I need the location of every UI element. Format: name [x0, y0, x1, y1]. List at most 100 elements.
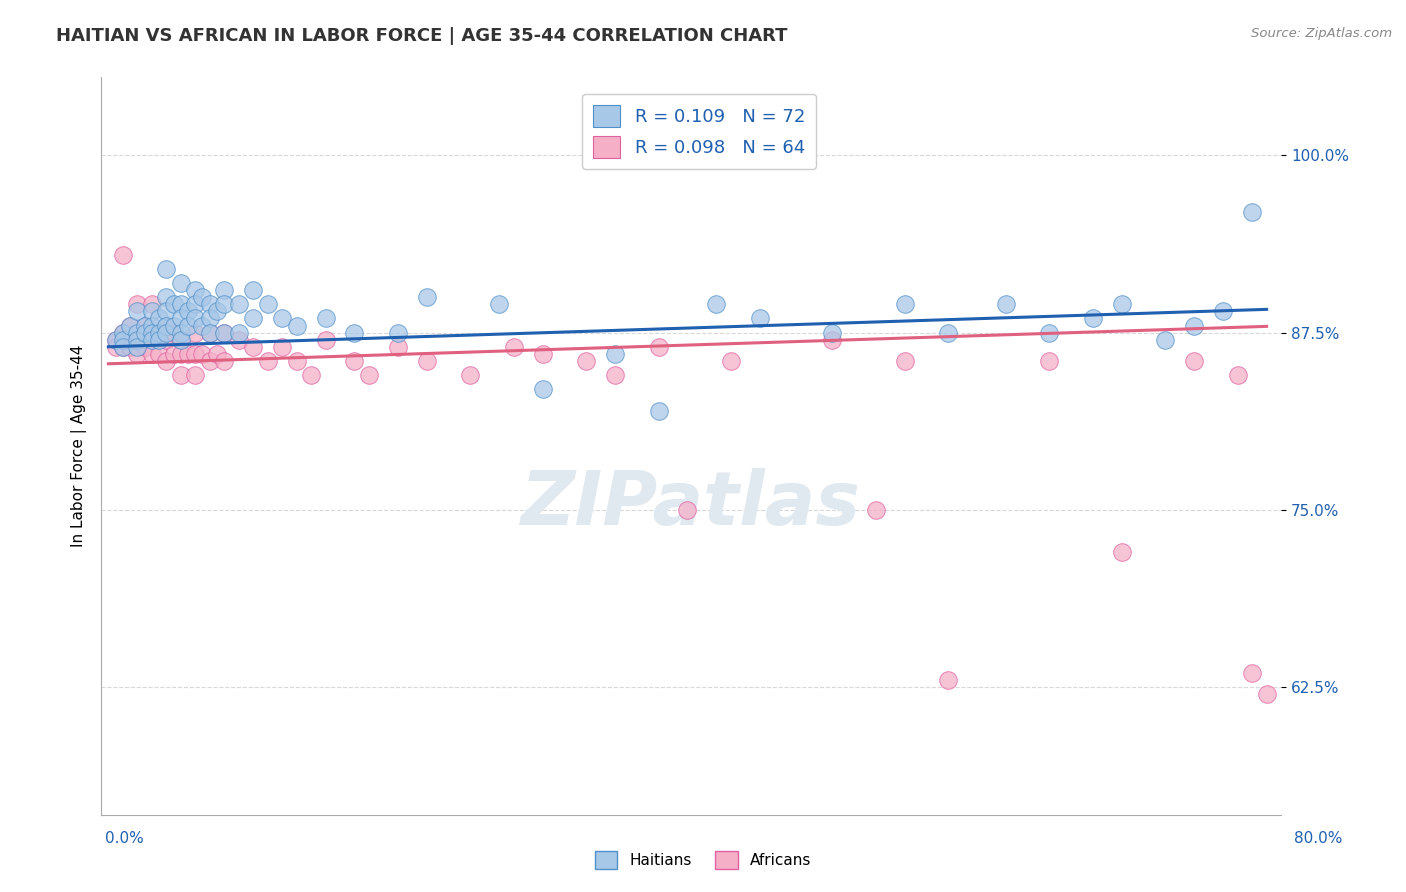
Point	[148, 347, 170, 361]
Point	[184, 297, 207, 311]
Point	[893, 354, 915, 368]
Point	[191, 318, 214, 333]
Point	[155, 318, 177, 333]
Point	[162, 347, 184, 361]
Point	[111, 247, 134, 261]
Point	[1256, 687, 1278, 701]
Point	[748, 311, 770, 326]
Point	[647, 340, 669, 354]
Point	[184, 283, 207, 297]
Point	[191, 290, 214, 304]
Point	[387, 326, 409, 340]
Point	[120, 340, 142, 354]
Point	[198, 354, 221, 368]
Point	[177, 347, 200, 361]
Point	[1182, 318, 1205, 333]
Point	[155, 333, 177, 347]
Point	[343, 354, 366, 368]
Point	[357, 368, 380, 383]
Point	[155, 304, 177, 318]
Point	[120, 318, 142, 333]
Point	[212, 283, 235, 297]
Point	[212, 326, 235, 340]
Point	[162, 318, 184, 333]
Point	[198, 311, 221, 326]
Text: 80.0%: 80.0%	[1295, 831, 1343, 846]
Point	[865, 503, 887, 517]
Point	[531, 347, 554, 361]
Point	[1212, 304, 1234, 318]
Point	[177, 318, 200, 333]
Point	[995, 297, 1018, 311]
Point	[285, 354, 308, 368]
Point	[170, 297, 193, 311]
Point	[148, 326, 170, 340]
Point	[184, 347, 207, 361]
Point	[170, 333, 193, 347]
Point	[1154, 333, 1177, 347]
Point	[155, 290, 177, 304]
Point	[155, 261, 177, 276]
Point	[893, 297, 915, 311]
Point	[127, 340, 149, 354]
Point	[127, 347, 149, 361]
Point	[141, 326, 163, 340]
Point	[155, 326, 177, 340]
Point	[228, 333, 250, 347]
Point	[111, 326, 134, 340]
Point	[162, 297, 184, 311]
Point	[127, 326, 149, 340]
Y-axis label: In Labor Force | Age 35-44: In Labor Force | Age 35-44	[72, 345, 87, 547]
Point	[148, 326, 170, 340]
Point	[184, 326, 207, 340]
Point	[212, 297, 235, 311]
Point	[141, 326, 163, 340]
Point	[205, 304, 228, 318]
Point	[170, 333, 193, 347]
Point	[155, 354, 177, 368]
Point	[603, 368, 626, 383]
Point	[1182, 354, 1205, 368]
Point	[1081, 311, 1104, 326]
Point	[1038, 326, 1060, 340]
Point	[127, 333, 149, 347]
Point	[170, 326, 193, 340]
Point	[315, 311, 337, 326]
Point	[1241, 665, 1264, 680]
Point	[134, 318, 156, 333]
Point	[387, 340, 409, 354]
Point	[531, 382, 554, 396]
Point	[936, 673, 959, 687]
Point	[184, 311, 207, 326]
Point	[177, 304, 200, 318]
Point	[228, 326, 250, 340]
Point	[821, 326, 844, 340]
Legend: R = 0.109   N = 72, R = 0.098   N = 64: R = 0.109 N = 72, R = 0.098 N = 64	[582, 94, 815, 169]
Point	[1241, 205, 1264, 219]
Point	[141, 304, 163, 318]
Point	[343, 326, 366, 340]
Point	[155, 318, 177, 333]
Text: ZIPatlas: ZIPatlas	[522, 468, 860, 541]
Point	[676, 503, 699, 517]
Point	[256, 297, 278, 311]
Point	[242, 283, 264, 297]
Point	[198, 326, 221, 340]
Point	[198, 297, 221, 311]
Point	[1111, 297, 1133, 311]
Point	[647, 403, 669, 417]
Point	[191, 347, 214, 361]
Point	[170, 347, 193, 361]
Point	[271, 340, 294, 354]
Text: HAITIAN VS AFRICAN IN LABOR FORCE | AGE 35-44 CORRELATION CHART: HAITIAN VS AFRICAN IN LABOR FORCE | AGE …	[56, 27, 787, 45]
Point	[141, 333, 163, 347]
Point	[460, 368, 482, 383]
Point	[720, 354, 742, 368]
Point	[148, 333, 170, 347]
Point	[603, 347, 626, 361]
Point	[285, 318, 308, 333]
Point	[1038, 354, 1060, 368]
Point	[104, 333, 127, 347]
Point	[141, 297, 163, 311]
Point	[141, 318, 163, 333]
